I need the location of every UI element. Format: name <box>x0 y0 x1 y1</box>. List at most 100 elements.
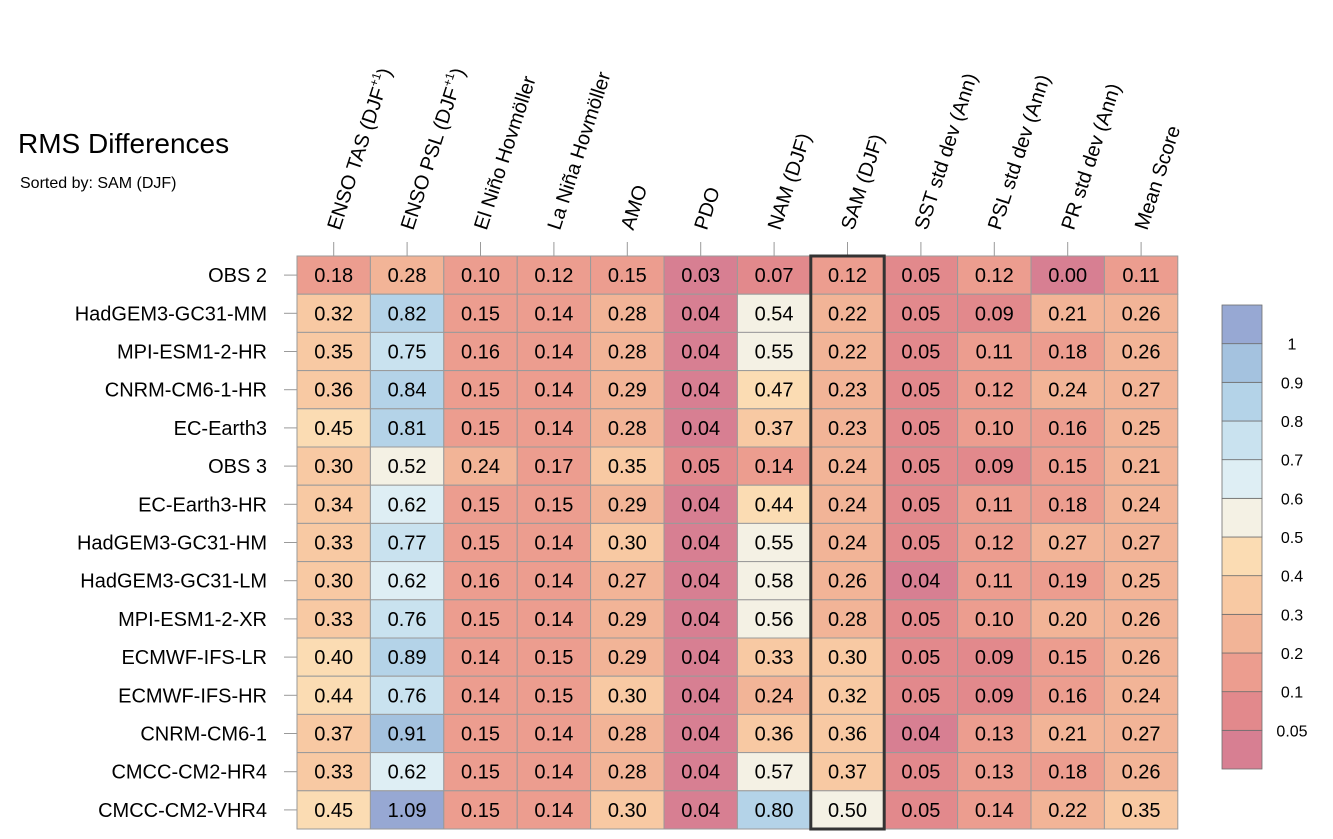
cell-value: 0.24 <box>1122 685 1161 707</box>
cell-value: 0.45 <box>314 800 353 822</box>
colorbar-segment <box>1221 536 1263 577</box>
cell-value: 0.77 <box>388 533 427 555</box>
cell-value: 0.05 <box>901 533 940 555</box>
heatmap-cell <box>663 790 738 830</box>
cell-value: 0.14 <box>534 724 573 746</box>
cell-value: 0.33 <box>314 762 353 784</box>
cell-value: 0.28 <box>608 342 647 364</box>
cell-value: 0.18 <box>314 265 353 287</box>
cell-value: 0.30 <box>608 685 647 707</box>
heatmap-cell <box>516 637 592 677</box>
cell-value: 0.82 <box>388 303 427 325</box>
cell-value: 0.04 <box>681 418 720 440</box>
cell-value: 0.26 <box>1122 342 1161 364</box>
heatmap-cell <box>663 637 738 677</box>
cell-value: 0.25 <box>1122 418 1161 440</box>
column-label: PSL std dev (Ann) <box>984 72 1055 232</box>
row-label: EC-Earth3-HR <box>138 494 267 516</box>
cell-value: 0.04 <box>681 762 720 784</box>
cell-value: 0.15 <box>534 647 573 669</box>
row-label: HadGEM3-GC31-LM <box>80 571 267 593</box>
heatmap-cell <box>810 713 885 754</box>
row-label: ECMWF-IFS-HR <box>118 685 267 707</box>
cell-value: 0.13 <box>975 724 1014 746</box>
heatmap-cell <box>1103 408 1179 448</box>
cell-value: 0.11 <box>976 571 1013 593</box>
cell-value: 0.20 <box>1048 609 1087 631</box>
heatmap-cell <box>883 790 959 830</box>
heatmap-cell <box>516 713 592 754</box>
heatmap-cell <box>516 561 592 601</box>
cell-value: 0.28 <box>608 418 647 440</box>
heatmap-cell <box>369 637 445 677</box>
cell-value: 0.14 <box>534 418 573 440</box>
column-labels: ENSO TAS (DJF+1)ENSO PSL (DJF+1)El Niño … <box>324 65 1185 256</box>
cell-value: 0.28 <box>388 265 427 287</box>
column-label: El Niño Hovmöller <box>470 73 540 232</box>
cell-value: 0.32 <box>314 303 353 325</box>
cell-value: 0.27 <box>608 571 647 593</box>
heatmap-cell <box>516 255 592 295</box>
cell-value: 0.11 <box>976 342 1013 364</box>
cell-value: 0.15 <box>461 609 500 631</box>
cell-value: 0.30 <box>608 533 647 555</box>
heatmap-cell <box>1030 752 1105 792</box>
colorbar-label: 0.8 <box>1281 414 1303 431</box>
heatmap-cell <box>443 599 518 639</box>
heatmap-cell <box>1103 331 1179 372</box>
colorbar-segment <box>1221 497 1263 538</box>
cell-value: 0.04 <box>681 533 720 555</box>
cell-value: 0.29 <box>608 494 647 516</box>
heatmap-cell <box>883 637 959 677</box>
colorbar-label: 0.7 <box>1281 453 1303 470</box>
row-label: CNRM-CM6-1-HR <box>105 380 267 402</box>
cell-value: 0.05 <box>901 303 940 325</box>
row-label: MPI-ESM1-2-XR <box>118 609 267 631</box>
cell-value: 0.04 <box>681 647 720 669</box>
cell-value: 0.28 <box>608 762 647 784</box>
cell-value: 0.84 <box>388 380 427 402</box>
cell-value: 0.15 <box>461 303 500 325</box>
heatmap-cell <box>516 408 592 448</box>
cell-value: 0.05 <box>901 647 940 669</box>
heatmap-cell <box>883 752 959 792</box>
heatmap-cell <box>369 446 445 486</box>
cell-value: 0.27 <box>1122 724 1161 746</box>
heatmap-cell <box>883 713 959 754</box>
cell-value: 0.14 <box>534 380 573 402</box>
cell-value: 0.16 <box>461 571 500 593</box>
cell-value: 0.91 <box>388 724 427 746</box>
chart-title: RMS Differences <box>18 128 229 159</box>
cell-value: 0.27 <box>1048 533 1087 555</box>
heatmap-cell <box>369 408 445 448</box>
heatmap-cell <box>810 446 885 486</box>
cell-value: 0.28 <box>828 609 867 631</box>
cell-value: 0.09 <box>975 456 1014 478</box>
cell-value: 0.00 <box>1048 265 1087 287</box>
sorted-column-highlight <box>809 254 886 831</box>
cell-value: 0.28 <box>608 724 647 746</box>
cell-value: 0.14 <box>975 800 1014 822</box>
cell-value: 0.15 <box>608 265 647 287</box>
cell-value: 0.05 <box>681 456 720 478</box>
heatmap-cell <box>663 370 738 410</box>
row-label: CMCC-CM2-HR4 <box>111 762 267 784</box>
heatmap-cell <box>957 675 1032 715</box>
heatmap-cell <box>369 790 445 830</box>
heatmap-cell <box>296 561 371 601</box>
heatmap-cell <box>1103 637 1179 677</box>
cell-value: 0.29 <box>608 609 647 631</box>
heatmap-cell <box>1103 675 1179 715</box>
cell-value: 0.30 <box>314 456 353 478</box>
heatmap-cell <box>957 752 1032 792</box>
column-label: SAM (DJF) <box>837 132 888 233</box>
cell-value: 0.55 <box>755 342 794 364</box>
cell-value: 0.15 <box>461 418 500 440</box>
colorbar-segment <box>1221 343 1263 383</box>
cell-value: 0.35 <box>1122 800 1161 822</box>
heatmap-cell <box>957 790 1032 830</box>
cell-value: 0.14 <box>534 303 573 325</box>
cell-value: 0.24 <box>828 456 867 478</box>
heatmap-cell <box>369 331 445 372</box>
